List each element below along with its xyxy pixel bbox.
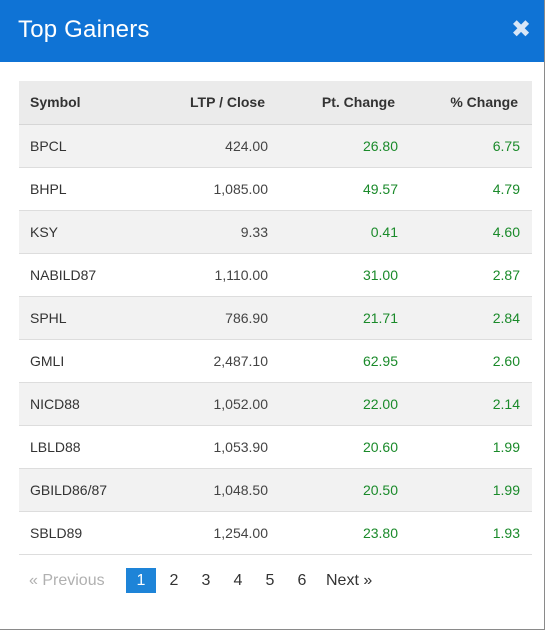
table-row: LBLD88 1,053.90 20.60 1.99	[19, 425, 532, 468]
pct-change-cell: 1.99	[492, 481, 520, 498]
gainers-table: Symbol LTP / Close Pt. Change % Change B…	[19, 81, 532, 555]
gainers-table-container: Symbol LTP / Close Pt. Change % Change B…	[19, 81, 532, 555]
page-button-2[interactable]: 2	[169, 572, 179, 589]
modal-title: Top Gainers	[18, 16, 150, 43]
page-button-4[interactable]: 4	[233, 572, 243, 589]
ltp-cell: 1,110.00	[214, 266, 268, 283]
pt-change-cell: 22.00	[362, 395, 398, 412]
ltp-cell: 1,085.00	[213, 180, 269, 197]
table-row: GBILD86/87 1,048.50 20.50 1.99	[19, 468, 532, 511]
column-header-symbol[interactable]: Symbol	[19, 81, 147, 125]
ltp-cell: 2,487.10	[213, 352, 269, 369]
symbol-cell[interactable]: GBILD86/87	[30, 481, 108, 498]
symbol-cell[interactable]: SBLD89	[30, 524, 83, 541]
pt-change-cell: 31.00	[362, 266, 398, 283]
pct-change-cell: 2.60	[492, 352, 520, 369]
previous-page-button[interactable]: « Previous	[29, 572, 105, 589]
symbol-cell[interactable]: GMLI	[30, 352, 65, 369]
pct-change-cell: 2.14	[492, 395, 520, 412]
pct-change-cell: 6.75	[492, 137, 520, 154]
table-row: NABILD87 1,110.00 31.00 2.87	[19, 253, 532, 296]
ltp-cell: 786.90	[225, 309, 268, 326]
ltp-cell: 1,052.00	[213, 395, 269, 412]
table-row: KSY 9.33 0.41 4.60	[19, 210, 532, 253]
column-header-pt-change[interactable]: Pt. Change	[268, 81, 398, 125]
pct-change-cell: 4.60	[492, 223, 520, 240]
table-row: BHPL 1,085.00 49.57 4.79	[19, 167, 532, 210]
symbol-cell[interactable]: LBLD88	[30, 438, 81, 455]
column-header-pct-change[interactable]: % Change	[398, 81, 532, 125]
table-body: BPCL 424.00 26.80 6.75 BHPL 1,085.00 49.…	[19, 124, 532, 554]
page-button-5[interactable]: 5	[265, 572, 275, 589]
pt-change-cell: 26.80	[362, 137, 398, 154]
pct-change-cell: 1.99	[492, 438, 520, 455]
pt-change-cell: 0.41	[370, 223, 398, 240]
pagination: « Previous 1 2 3 4 5 6 Next »	[29, 568, 386, 593]
table-row: SPHL 786.90 21.71 2.84	[19, 296, 532, 339]
ltp-cell: 1,254.00	[213, 524, 269, 541]
pct-change-cell: 2.87	[492, 266, 520, 283]
symbol-cell[interactable]: BPCL	[30, 137, 67, 154]
pt-change-cell: 23.80	[362, 524, 398, 541]
table-header: Symbol LTP / Close Pt. Change % Change	[19, 81, 532, 125]
pt-change-cell: 62.95	[362, 352, 398, 369]
table-row: BPCL 424.00 26.80 6.75	[19, 124, 532, 167]
pt-change-cell: 49.57	[362, 180, 398, 197]
ltp-cell: 9.33	[240, 223, 268, 240]
pct-change-cell: 1.93	[492, 524, 520, 541]
table-row: SBLD89 1,254.00 23.80 1.93	[19, 511, 532, 554]
modal-header: Top Gainers ✖	[0, 0, 544, 62]
ltp-cell: 424.00	[225, 137, 268, 154]
symbol-cell[interactable]: BHPL	[30, 180, 67, 197]
table-row: GMLI 2,487.10 62.95 2.60	[19, 339, 532, 382]
close-icon[interactable]: ✖	[510, 16, 532, 43]
pct-change-cell: 2.84	[492, 309, 520, 326]
symbol-cell[interactable]: KSY	[30, 223, 59, 240]
pt-change-cell: 20.60	[362, 438, 398, 455]
ltp-cell: 1,053.90	[213, 438, 269, 455]
page-button-1[interactable]: 1	[126, 568, 156, 593]
pt-change-cell: 21.71	[362, 309, 398, 326]
symbol-cell[interactable]: SPHL	[30, 309, 67, 326]
table-header-row: Symbol LTP / Close Pt. Change % Change	[19, 81, 532, 125]
next-page-button[interactable]: Next »	[326, 572, 373, 589]
symbol-cell[interactable]: NABILD87	[30, 266, 97, 283]
page-button-3[interactable]: 3	[201, 572, 211, 589]
ltp-cell: 1,048.50	[213, 481, 269, 498]
pt-change-cell: 20.50	[362, 481, 398, 498]
pct-change-cell: 4.79	[492, 180, 520, 197]
symbol-cell[interactable]: NICD88	[30, 395, 80, 412]
column-header-ltp[interactable]: LTP / Close	[147, 81, 268, 125]
page-button-6[interactable]: 6	[297, 572, 307, 589]
table-row: NICD88 1,052.00 22.00 2.14	[19, 382, 532, 425]
